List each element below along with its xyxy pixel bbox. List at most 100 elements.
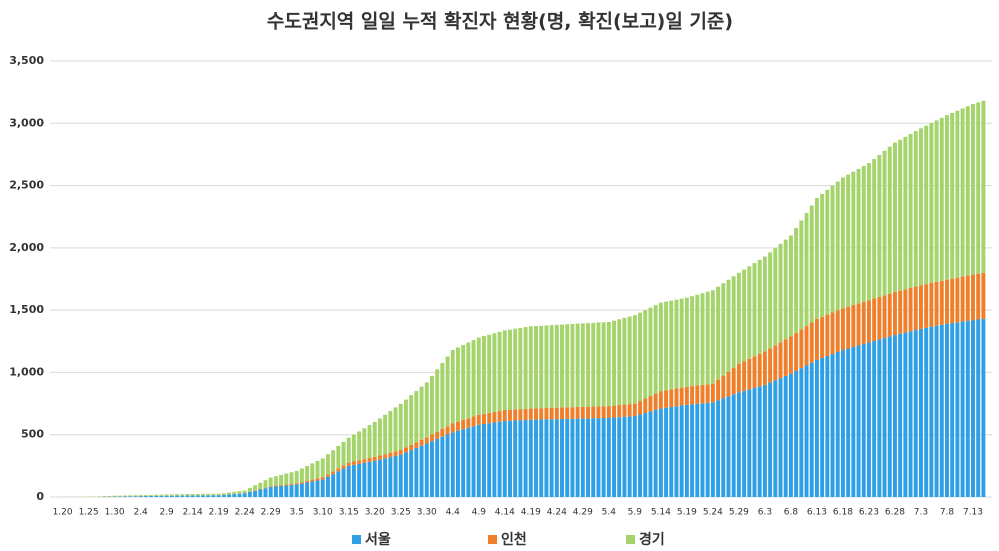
x-tick-label: 4.29 [573,508,593,518]
bar-segment [804,212,809,326]
x-tick-label: 5.24 [703,508,723,518]
bar-segment [757,386,762,497]
bar-segment [279,486,284,497]
bar-segment [232,491,237,494]
bar-segment [258,489,263,497]
bar-segment [336,468,341,472]
bar-segment [814,318,819,360]
bar-segment [846,348,851,497]
bar-segment [918,328,923,497]
bar-segment [367,458,372,462]
bar-segment [971,103,975,275]
bar-segment [377,455,382,460]
bar-segment [482,424,486,497]
bar-segment [965,275,970,321]
bar-segment [398,449,403,455]
x-tick-label: 6.13 [807,508,827,518]
bar-segment [934,325,939,497]
bar-segment [918,128,923,286]
bar-segment [544,325,549,409]
x-tick-label: 4.19 [521,508,541,518]
bar-segment [898,333,903,497]
bar-segment [310,463,315,480]
bar-segment [284,484,289,486]
bar-segment [414,447,419,497]
bar-segment [440,362,445,429]
bar-segment [934,120,939,282]
bar-segment [549,419,554,497]
bar-segment [289,485,294,497]
bar-segment [705,402,710,497]
bar-segment [268,486,273,488]
bar-segment [273,486,278,497]
bar-segment [601,322,606,407]
bar-segment [471,426,476,497]
legend-label: 인천 [501,531,527,548]
bar-segment [284,473,289,485]
bar-segment [950,112,955,279]
bar-segment [830,185,835,313]
bar-segment [872,159,877,299]
bar-segment [705,291,710,385]
bar-segment [778,342,783,379]
bar-segment [149,496,154,497]
bar-segment [440,436,445,497]
legend-label: 서울 [365,531,391,548]
bar-segment [809,322,814,363]
bar-segment [643,310,648,399]
x-tick-label: 6.18 [833,508,853,518]
bar-segment [310,481,315,497]
x-tick-label: 3.25 [391,508,411,518]
bar-segment [117,495,122,497]
bar-segment [731,276,736,368]
bar-segment [492,422,497,497]
y-tick-label: 1,000 [9,365,44,378]
bar-segment [835,310,840,352]
bar-segment [653,393,658,411]
bar-segment [403,452,408,497]
bar-segment [882,150,887,296]
bar-segment [591,322,596,407]
bar-segment [981,318,986,497]
bar-segment [294,470,299,484]
bar-segment [383,458,388,497]
bar-segment [690,296,695,387]
bar-segment [388,411,393,453]
bar-segment [346,462,351,466]
bar-segment [227,492,232,495]
bar-segment [882,338,887,497]
bar-segment [273,485,278,487]
bar-segment [612,320,617,406]
bar-segment [424,382,429,438]
bar-segment [206,495,211,497]
bar-segment [638,312,643,402]
bar-segment [887,336,892,497]
bar-segment [554,324,559,408]
bar-segment [586,418,591,497]
bar-segment [263,487,268,489]
bar-segment [929,326,934,497]
bar-segment [320,479,325,497]
bar-segment [372,422,377,457]
bar-segment [887,293,892,337]
bar-segment [918,285,923,329]
bar-segment [466,342,471,419]
bar-segment [872,341,877,497]
bar-segment [351,434,356,462]
bar-segment [497,331,502,412]
bar-segment [799,368,804,497]
x-tick-label: 5.4 [602,508,617,518]
bar-segment [232,494,237,497]
bar-segment [487,412,492,424]
bar-segment [268,487,273,497]
x-tick-label: 4.14 [495,508,515,518]
bar-segment [768,348,773,383]
bar-segment [591,406,596,419]
x-tick-label: 7.8 [940,508,955,518]
bar-segment [632,315,637,404]
bar-segment [664,301,669,391]
bar-segment [154,495,159,497]
bar-segment [325,476,330,497]
x-tick-label: 2.29 [261,508,281,518]
